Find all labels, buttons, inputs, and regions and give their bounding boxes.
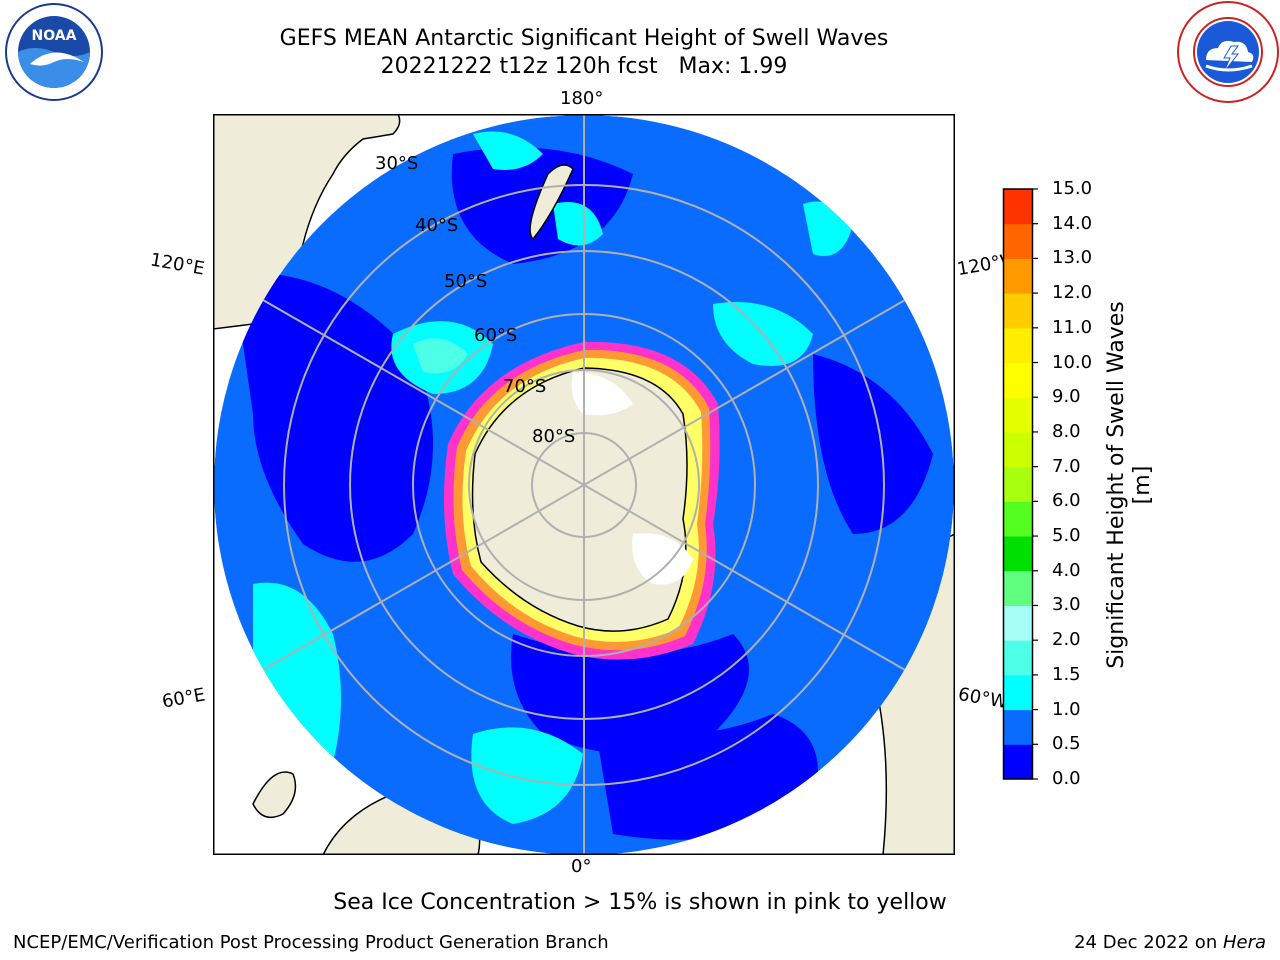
lat-label-30s: 30°S — [375, 153, 418, 174]
lat-label-60s: 60°S — [474, 325, 517, 346]
colorbar-tick-label: 5.0 — [1052, 525, 1081, 547]
colorbar-band — [1004, 709, 1032, 745]
colorbar-tick-label: 12.0 — [1052, 282, 1093, 304]
colorbar-tick-label: 1.5 — [1052, 663, 1081, 685]
swell-height-map: 30°S 40°S 50°S 60°S 70°S 80°S — [213, 114, 955, 855]
run-date: 24 Dec 2022 on Hera — [1074, 932, 1266, 953]
colorbar-band — [1004, 397, 1032, 433]
lon-label-180: 180° — [560, 88, 604, 109]
colorbar-band — [1004, 536, 1032, 572]
colorbar-tick-label: 7.0 — [1052, 455, 1081, 477]
colorbar-tick-label: 8.0 — [1052, 420, 1081, 442]
colorbar-tick-label: 13.0 — [1052, 247, 1093, 269]
colorbar-band — [1004, 674, 1032, 711]
colorbar-band — [1004, 431, 1032, 468]
lat-label-50s: 50°S — [444, 271, 487, 292]
colorbar-band — [1004, 327, 1032, 364]
lat-label-70s: 70°S — [503, 376, 546, 397]
graticule — [214, 115, 954, 855]
colorbar-band — [1004, 605, 1032, 641]
ocean-region-mid-6 — [473, 131, 543, 170]
map-subtitle: 20221222 t12z 120h fcst Max: 1.99 — [380, 54, 788, 79]
lon-label-60e: 60°E — [160, 684, 207, 713]
colorbar-band — [1004, 258, 1032, 294]
noaa-logo-icon: NOAA — [5, 3, 103, 101]
madagascar-land — [252, 771, 297, 819]
ocean-region-mid-8 — [413, 338, 468, 374]
colorbar-title: Significant Height of Swell Waves [m] — [1104, 301, 1155, 669]
colorbar-band — [1004, 362, 1032, 398]
colorbar-tick-label: 3.0 — [1052, 594, 1081, 616]
map-title: GEFS MEAN Antarctic Significant Height o… — [279, 26, 889, 51]
ross-ice-shelf — [571, 372, 633, 416]
colorbar-tick-label: 2.0 — [1052, 629, 1081, 651]
colorbar-band — [1004, 640, 1032, 676]
run-date-text: 24 Dec 2022 on — [1074, 932, 1223, 953]
colorbar-band — [1004, 223, 1032, 259]
svg-text:NOAA: NOAA — [32, 28, 77, 44]
colorbar-tick-label: 0.5 — [1052, 733, 1081, 755]
credit-text: NCEP/EMC/Verification Post Processing Pr… — [13, 932, 609, 953]
colorbar-band — [1004, 570, 1032, 606]
colorbar-tick-label: 15.0 — [1052, 178, 1093, 199]
lat-label-80s: 80°S — [532, 426, 575, 447]
ocean-region-low-west — [233, 273, 433, 562]
run-machine: Hera — [1222, 932, 1266, 953]
ocean-region-mid-3 — [471, 727, 583, 824]
colorbar-band — [1004, 293, 1032, 329]
colorbar-tick-label: 11.0 — [1052, 316, 1093, 338]
colorbar-tick-label: 0.0 — [1052, 768, 1081, 789]
nws-logo-icon — [1177, 1, 1279, 103]
ocean-region-low-east — [813, 354, 933, 534]
colorbar-band — [1004, 501, 1032, 537]
colorbar-band — [1004, 189, 1032, 225]
colorbar-tick-label: 1.0 — [1052, 698, 1081, 720]
lon-label-120e: 120°E — [148, 249, 207, 280]
ocean-region-low-southeast — [593, 714, 818, 840]
sea-ice-note: Sea Ice Concentration > 15% is shown in … — [333, 890, 947, 915]
lat-label-40s: 40°S — [415, 215, 458, 236]
ocean-region-mid-7 — [553, 202, 603, 246]
colorbar-frame — [1002, 188, 1034, 780]
colorbar-tick-label: 14.0 — [1052, 212, 1093, 234]
colorbar-band — [1004, 466, 1032, 502]
colorbar-band — [1004, 744, 1032, 780]
colorbar-tick-label: 6.0 — [1052, 490, 1081, 512]
colorbar-tick-label: 4.0 — [1052, 559, 1081, 581]
weddell-ice-shelf — [632, 533, 693, 585]
lon-label-0: 0° — [571, 856, 592, 877]
colorbar-tick-label: 10.0 — [1052, 351, 1093, 373]
colorbar-tick-label: 9.0 — [1052, 386, 1081, 408]
colorbar — [1002, 188, 1038, 780]
new-zealand-land — [529, 164, 574, 241]
ocean-region-low-south — [511, 634, 749, 754]
